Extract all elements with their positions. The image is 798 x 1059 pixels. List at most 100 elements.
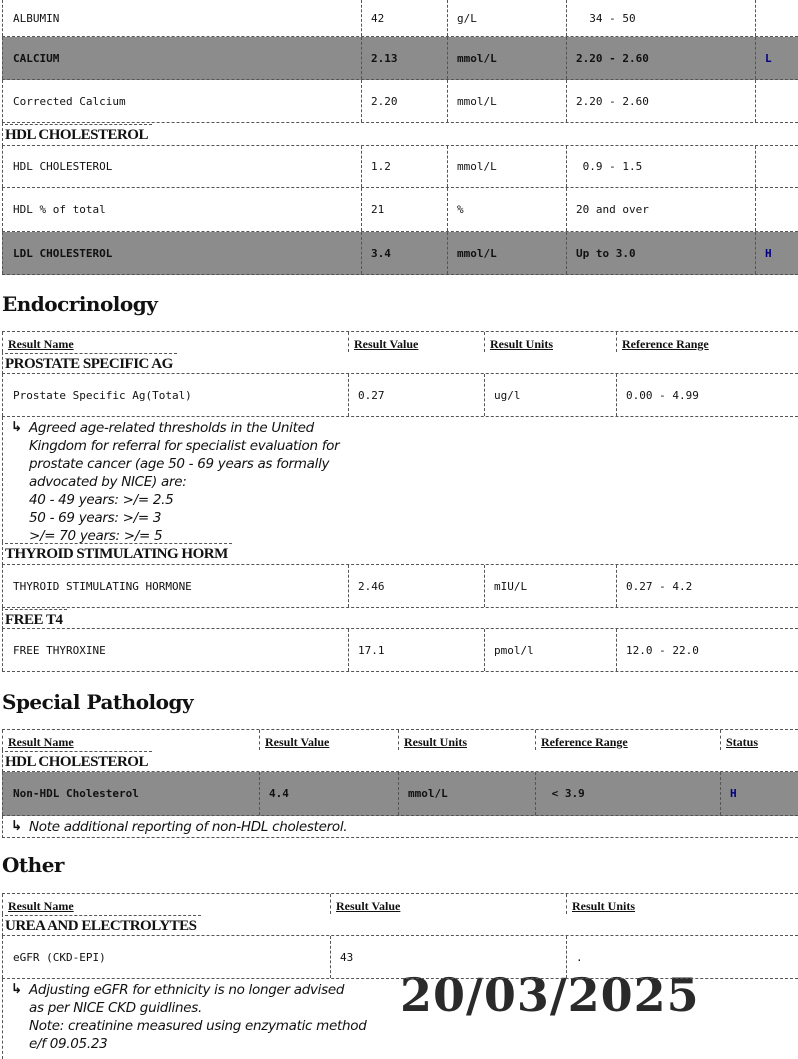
table-row: eGFR (CKD-EPI) 43. (2, 936, 798, 979)
cell-status: H (755, 232, 798, 274)
cell-units: mmol/L (447, 37, 566, 79)
table-row: FREE THYROXINE 17.1 pmol/l 12.0 - 22.0 (2, 629, 798, 672)
cell-name: Corrected Calcium (2, 80, 361, 122)
cell-name: ALBUMIN (2, 0, 361, 36)
cell-name: HDL CHOLESTEROL (2, 146, 361, 187)
cell-range: 12.0 - 22.0 (616, 629, 798, 671)
group-label: PROSTATE SPECIFIC AG (5, 353, 177, 373)
table-header-row: Result Name Result Value Result Units Refer… (2, 331, 798, 352)
column-header: Result Name (2, 894, 330, 914)
note-text: Agreed age-related thresholds in the Uni… (29, 420, 340, 544)
column-header: Result Units (484, 332, 616, 352)
cell-value: 17.1 (348, 629, 484, 671)
group-label: HDL CHOLESTEROL (5, 124, 152, 144)
column-header: Result Units (398, 730, 535, 750)
cell-range: 0.9 - 1.5 (566, 146, 755, 187)
cell-range: 34 - 50 (566, 0, 755, 36)
cell-status (755, 188, 798, 231)
cell-range: 20 and over (566, 188, 755, 231)
column-header: Result Units (566, 894, 798, 914)
cell-value: 2.20 (361, 80, 447, 122)
cell-status: L (755, 37, 798, 79)
table-row: ALBUMIN 42 g/L 34 - 50 (2, 0, 798, 37)
section-heading-special-pathology: Special Pathology (2, 690, 194, 714)
cell-range: < 3.9 (535, 772, 720, 815)
cell-value: 2.46 (348, 565, 484, 607)
cell-units: . (566, 936, 798, 978)
cell-range: 2.20 - 2.60 (566, 37, 755, 79)
table-row: Non-HDL Cholesterol 4.4 mmol/L < 3.9 H (2, 772, 798, 816)
cell-units: mmol/L (447, 232, 566, 274)
cell-name: eGFR (CKD-EPI) (2, 936, 330, 978)
cell-value: 0.27 (348, 374, 484, 416)
special_pathology-table: Result Name Result Value Result Units Refer… (0, 729, 798, 839)
cell-units: % (447, 188, 566, 231)
table-row: Corrected Calcium 2.20 mmol/L 2.20 - 2.60 (2, 80, 798, 123)
cell-units: g/L (447, 0, 566, 36)
cell-name: CALCIUM (2, 37, 361, 79)
group-header: HDL CHOLESTEROL (2, 123, 798, 146)
cell-name: THYROID STIMULATING HORMONE (2, 565, 348, 607)
section-heading-other: Other (2, 853, 64, 877)
group-header: PROSTATE SPECIFIC AG (2, 352, 798, 374)
cell-name: FREE THYROXINE (2, 629, 348, 671)
section-heading-endocrinology: Endocrinology (2, 292, 158, 316)
cell-value: 42 (361, 0, 447, 36)
table-header-row: Result Name Result Value Result Units (2, 893, 798, 914)
result-note: ↳ Note additional reporting of non-HDL ch… (2, 816, 798, 838)
group-header: HDL CHOLESTEROL (2, 750, 798, 772)
cell-range: 0.00 - 4.99 (616, 374, 798, 416)
group-label: FREE T4 (5, 609, 67, 629)
cell-value: 1.2 (361, 146, 447, 187)
result-note: ↳ Agreed age-related thresholds in the Un… (2, 417, 798, 544)
cell-value: 2.13 (361, 37, 447, 79)
column-header: Result Name (2, 730, 259, 750)
cell-name: Prostate Specific Ag(Total) (2, 374, 348, 416)
return-arrow-icon: ↳ (11, 981, 23, 997)
cell-units: ug/l (484, 374, 616, 416)
table_top-table: ALBUMIN 42 g/L 34 - 50 CALCIUM 2.13 mmol/L 2.2… (0, 0, 798, 275)
table-row: Prostate Specific Ag(Total) 0.27 ug/l 0.00 … (2, 374, 798, 417)
column-header: Result Value (259, 730, 398, 750)
table-row: CALCIUM 2.13 mmol/L 2.20 - 2.60 L (2, 37, 798, 80)
group-header: FREE T4 (2, 608, 798, 629)
date-stamp: 20/03/2025 (400, 968, 700, 1022)
cell-range: 0.27 - 4.2 (616, 565, 798, 607)
column-header: Result Value (348, 332, 484, 352)
cell-status: H (720, 772, 798, 815)
cell-units: mmol/L (447, 80, 566, 122)
other-table: Result Name Result Value Result Units UREA … (0, 893, 798, 1059)
group-label: HDL CHOLESTEROL (5, 751, 152, 771)
cell-units: mmol/L (398, 772, 535, 815)
cell-value: 3.4 (361, 232, 447, 274)
column-header: Reference Range (535, 730, 720, 750)
table-row: LDL CHOLESTEROL 3.4 mmol/L Up to 3.0 H (2, 232, 798, 275)
group-label: UREA AND ELECTROLYTES (5, 915, 201, 935)
cell-units: mIU/L (484, 565, 616, 607)
cell-status (755, 80, 798, 122)
group-header: THYROID STIMULATING HORM (2, 542, 798, 565)
cell-value: 21 (361, 188, 447, 231)
cell-units: pmol/l (484, 629, 616, 671)
table-row: HDL % of total 21% 20 and over (2, 188, 798, 232)
table-row: HDL CHOLESTEROL 1.2 mmol/L 0.9 - 1.5 (2, 146, 798, 188)
note-text: Adjusting eGFR for ethnicity is no longe… (29, 982, 367, 1052)
cell-status (755, 0, 798, 36)
note-text: Note additional reporting of non-HDL cho… (29, 819, 348, 835)
column-header: Result Name (2, 332, 348, 352)
cell-range: Up to 3.0 (566, 232, 755, 274)
column-header: Result Value (330, 894, 566, 914)
cell-value: 4.4 (259, 772, 398, 815)
endocrinology-table: Result Name Result Value Result Units Refer… (0, 331, 798, 673)
column-header: Status (720, 730, 798, 750)
result-note: ↳ Adjusting eGFR for ethnicity is no long… (2, 979, 798, 1059)
column-header: Reference Range (616, 332, 798, 352)
return-arrow-icon: ↳ (11, 818, 23, 834)
cell-status (755, 146, 798, 187)
return-arrow-icon: ↳ (11, 419, 23, 435)
cell-range: 2.20 - 2.60 (566, 80, 755, 122)
table-row: THYROID STIMULATING HORMONE 2.46 mIU/L 0.27… (2, 565, 798, 608)
table-header-row: Result Name Result Value Result Units Refer… (2, 729, 798, 750)
cell-units: mmol/L (447, 146, 566, 187)
cell-name: Non-HDL Cholesterol (2, 772, 259, 815)
